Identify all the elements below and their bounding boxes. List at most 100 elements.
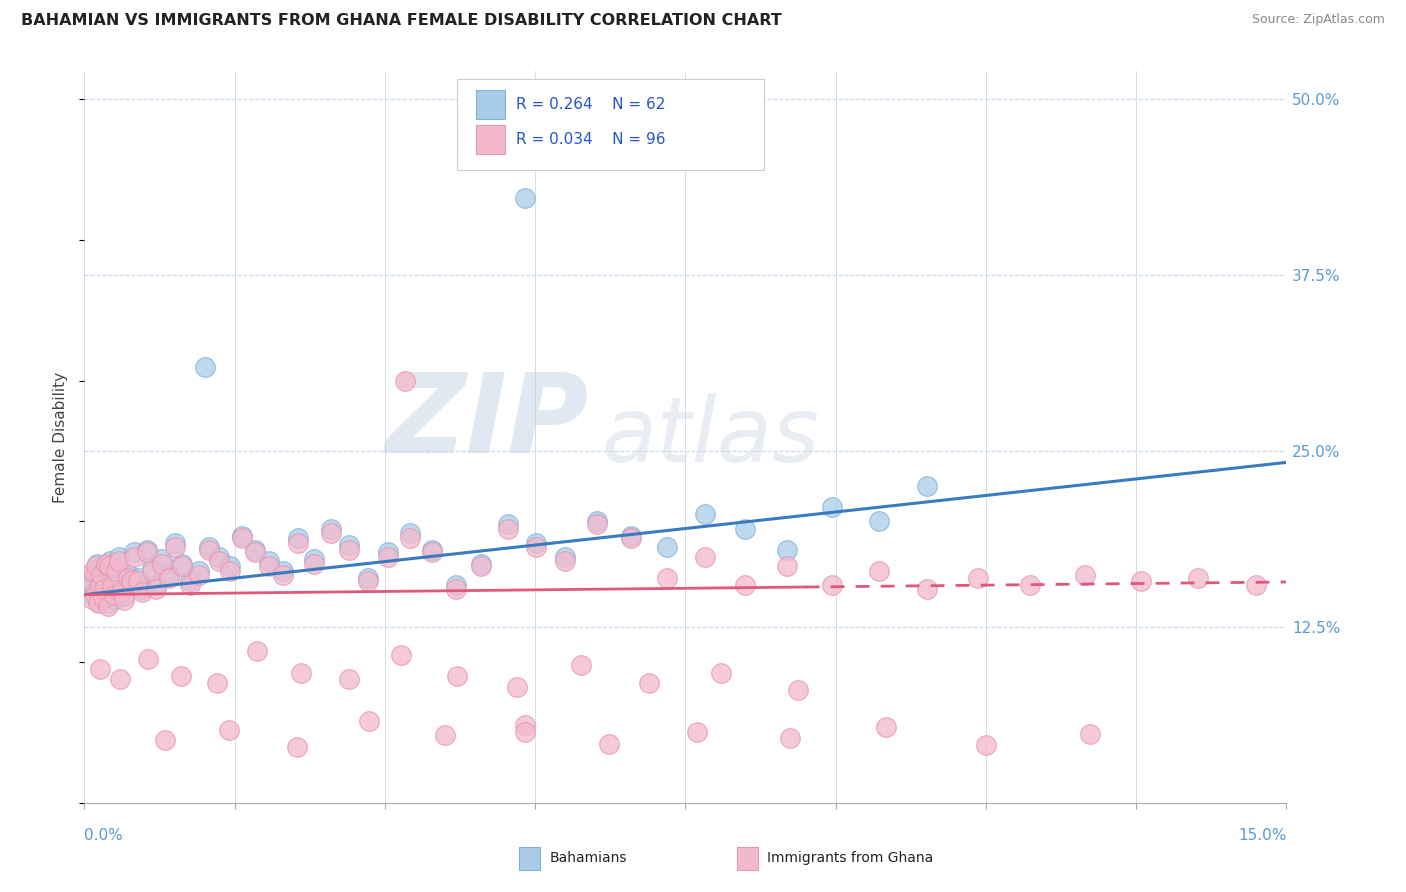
Point (515, 718, 537, 732)
Text: 15.0%: 15.0% (1239, 828, 1286, 843)
Point (188, 568, 211, 582)
Point (569, 657, 592, 672)
Point (304, 557, 326, 571)
Point (377, 545, 399, 559)
Point (734, 578, 756, 592)
Point (98, 559, 121, 574)
Point (135, 542, 157, 557)
Point (470, 559, 492, 574)
Point (821, 578, 844, 592)
Point (188, 564, 211, 578)
Point (122, 545, 145, 559)
Point (89, 662, 111, 676)
Point (96, 559, 118, 574)
Text: ZIP: ZIP (385, 369, 589, 476)
Text: R = 0.034    N = 96: R = 0.034 N = 96 (516, 132, 665, 147)
Point (157, 571, 180, 585)
Point (285, 739, 308, 754)
FancyBboxPatch shape (457, 78, 763, 170)
Point (446, 669, 468, 683)
Point (82, 564, 104, 578)
Point (337, 538, 360, 552)
Point (734, 521, 756, 535)
Point (86, 559, 108, 574)
Point (114, 593, 135, 607)
FancyBboxPatch shape (477, 90, 505, 119)
Point (287, 532, 309, 546)
Point (231, 532, 253, 546)
Point (157, 568, 180, 582)
Point (524, 535, 547, 549)
Point (86, 557, 108, 571)
Point (776, 542, 799, 557)
Point (89, 574, 111, 588)
Point (444, 582, 467, 596)
Point (208, 549, 231, 564)
Point (100, 579, 122, 593)
Point (172, 559, 194, 574)
Point (357, 714, 380, 729)
Text: BAHAMIAN VS IMMIGRANTS FROM GHANA FEMALE DISABILITY CORRELATION CHART: BAHAMIAN VS IMMIGRANTS FROM GHANA FEMALE… (21, 13, 782, 29)
Point (786, 683, 808, 698)
Point (91, 564, 114, 578)
Point (357, 574, 380, 588)
Point (321, 521, 343, 535)
Point (693, 508, 716, 522)
Point (127, 571, 149, 585)
Point (868, 515, 890, 529)
Point (91, 591, 114, 605)
Point (655, 571, 678, 585)
Point (141, 561, 163, 575)
Point (967, 571, 990, 585)
Point (243, 545, 266, 559)
Point (145, 578, 167, 592)
Point (117, 571, 139, 585)
Point (779, 731, 801, 745)
Point (506, 681, 529, 695)
Point (105, 564, 128, 578)
Point (79, 574, 101, 588)
Point (82, 588, 104, 602)
Point (138, 652, 160, 666)
Point (257, 559, 280, 574)
Point (114, 589, 135, 603)
Point (398, 532, 420, 546)
Text: 0.0%: 0.0% (84, 828, 124, 843)
Point (117, 566, 139, 581)
Point (554, 549, 576, 564)
Point (321, 525, 343, 540)
Point (150, 552, 173, 566)
Point (524, 540, 547, 554)
Point (120, 572, 142, 586)
Point (179, 578, 201, 592)
Point (776, 559, 799, 574)
Point (357, 571, 380, 585)
Point (84, 583, 107, 598)
Point (515, 191, 537, 205)
Point (163, 535, 186, 549)
Point (444, 578, 467, 592)
FancyBboxPatch shape (477, 125, 505, 154)
Point (135, 545, 157, 559)
Point (93, 582, 115, 596)
Point (208, 554, 231, 568)
Point (1073, 568, 1095, 582)
Point (94, 579, 117, 593)
Point (655, 540, 678, 554)
Point (122, 549, 145, 564)
Point (101, 576, 124, 591)
Point (219, 559, 242, 574)
Point (693, 549, 716, 564)
Point (420, 542, 443, 557)
Point (80, 591, 103, 606)
Point (420, 545, 443, 559)
Point (97, 599, 120, 613)
Point (110, 672, 132, 686)
Point (231, 528, 253, 542)
Point (337, 542, 360, 557)
Point (586, 517, 609, 532)
Text: atlas: atlas (602, 393, 820, 481)
Point (598, 737, 620, 751)
Point (97, 596, 120, 610)
Point (145, 582, 167, 596)
